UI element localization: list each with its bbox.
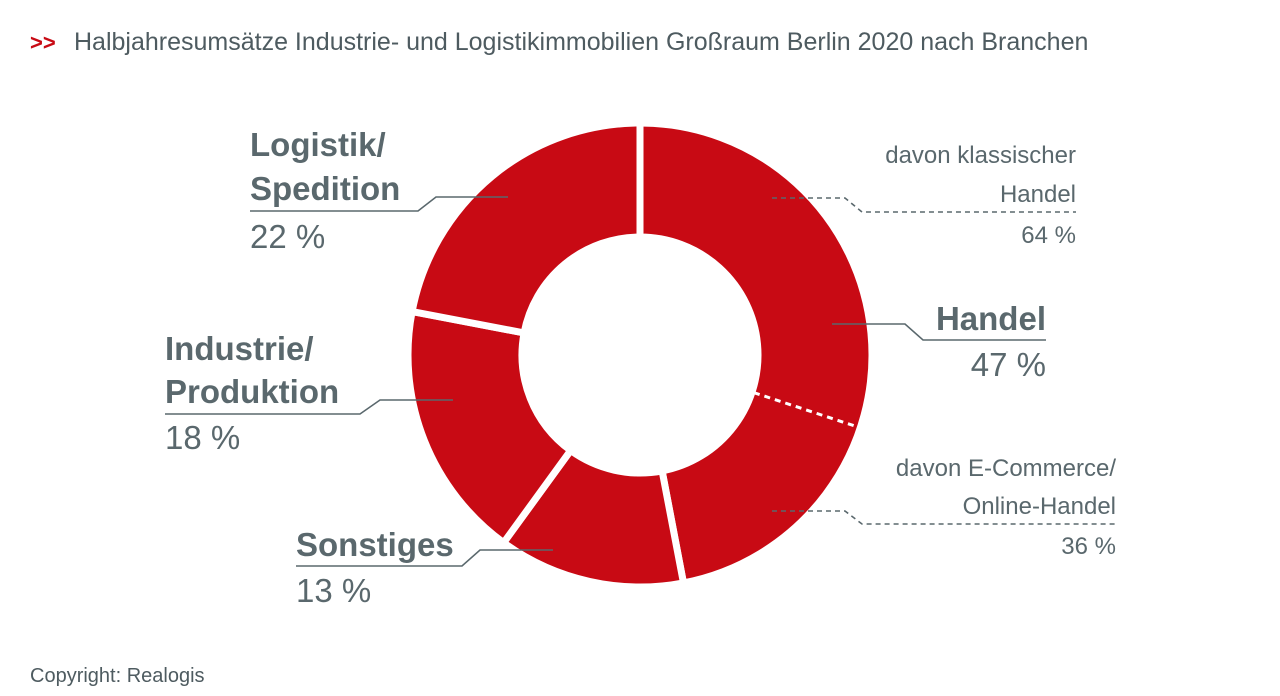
subvalue-davon-e-commerce-online-handel: 36 % [1061, 533, 1116, 560]
chart-title: Halbjahresumsätze Industrie- und Logisti… [74, 28, 1088, 56]
leader-ecommerce [772, 510, 1116, 525]
sublabel-davon-e-commerce-online-handel-1: davon E-Commerce/ [896, 455, 1116, 482]
title-marker: >> [30, 30, 56, 55]
label-industrie-produktion-1: Industrie/ [165, 330, 314, 367]
leader-handel [832, 323, 1046, 341]
slice-labels: Handel 47 % Sonstiges 13 % Industrie/Produkt… [165, 126, 1116, 609]
value-handel: 47 % [971, 346, 1046, 383]
value-sonstiges: 13 % [296, 572, 371, 609]
label-industrie-produktion-2: Produktion [165, 373, 339, 410]
leader-sonstiges [296, 549, 553, 567]
label-sonstiges-1: Sonstiges [296, 526, 454, 563]
label-logistik-spedition-2: Spedition [250, 170, 400, 207]
value-industrie-produktion: 18 % [165, 419, 240, 456]
sublabel-davon-klassischer-handel-1: davon klassischer [885, 142, 1076, 169]
handel-split-dashed-line [753, 391, 859, 429]
subvalue-davon-klassischer-handel: 64 % [1021, 222, 1076, 249]
label-handel-1: Handel [936, 300, 1046, 337]
label-logistik-spedition-1: Logistik/ [250, 126, 386, 163]
copyright: Copyright: Realogis [30, 665, 205, 687]
leader-klassisch [772, 197, 1076, 213]
slice-logistik-spedition [408, 119, 644, 337]
sublabel-davon-e-commerce-online-handel-2: Online-Handel [963, 493, 1116, 520]
leader-lines [165, 196, 1116, 567]
sublabel-davon-klassischer-handel-2: Handel [1000, 181, 1076, 208]
slice-industrie-produktion [404, 307, 576, 548]
leader-logistik [250, 196, 508, 212]
leader-industrie [165, 399, 453, 415]
value-logistik-spedition: 22 % [250, 218, 325, 255]
slice-handel [636, 119, 876, 587]
donut-slices [404, 119, 876, 591]
